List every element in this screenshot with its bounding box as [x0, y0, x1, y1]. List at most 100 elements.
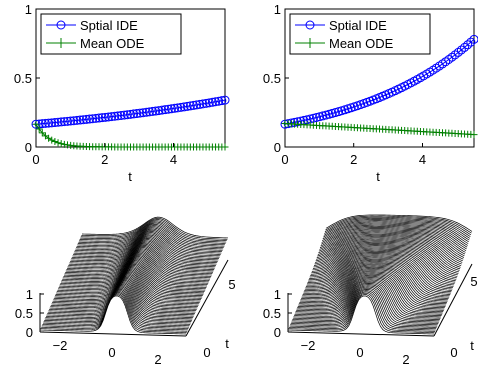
- x-ticks: 0 2 4: [281, 143, 426, 167]
- data-point: [78, 115, 88, 125]
- z-tick-label: 0.5: [15, 306, 33, 321]
- data-point: [132, 109, 142, 119]
- t-axis-label: t: [225, 336, 229, 351]
- data-point: [91, 113, 101, 123]
- data-point: [198, 99, 208, 109]
- y-tick-label: 0.5: [263, 71, 281, 86]
- data-point: [192, 100, 202, 110]
- data-point: [126, 109, 135, 119]
- data-point: [35, 125, 43, 133]
- data-point: [182, 101, 192, 111]
- data-point: [221, 143, 229, 151]
- data-point: [453, 47, 463, 57]
- data-point: [110, 111, 120, 121]
- x-axis-label: t: [128, 169, 132, 184]
- waterfall-lines: [287, 214, 473, 335]
- legend-marker-plus: [56, 38, 66, 48]
- x-axis-line: [287, 331, 435, 337]
- legend-marker-circle: [56, 20, 66, 30]
- data-point: [456, 45, 466, 55]
- data-point: [447, 52, 457, 62]
- series-line: [35, 99, 226, 125]
- top-right-chart: 0 2 4 0 0.5 1 t Sptial IDE Mean ODE: [263, 2, 478, 184]
- data-point: [469, 34, 478, 44]
- data-point: [444, 54, 454, 64]
- legend-marker-circle: [305, 20, 315, 30]
- data-point: [217, 96, 227, 106]
- data-point: [56, 117, 66, 127]
- data-point: [138, 108, 148, 118]
- data-point: [75, 115, 85, 125]
- legend-box: [40, 13, 182, 55]
- x-tick-label: 4: [170, 152, 177, 167]
- data-point: [312, 113, 321, 123]
- x-tick-label: 2: [154, 352, 161, 367]
- x-tick-label: 0: [32, 152, 39, 167]
- data-point: [88, 114, 98, 124]
- x-tick-label: 0: [281, 152, 288, 167]
- z-tick-label: 0: [26, 325, 33, 340]
- z-tick-label: 0.5: [263, 306, 281, 321]
- legend-marker-plus: [305, 38, 315, 48]
- data-point: [450, 50, 460, 60]
- data-point: [220, 95, 230, 105]
- t-tick-label: 0: [203, 345, 210, 360]
- z-tick-label: 1: [274, 287, 281, 302]
- legend: Sptial IDE Mean ODE: [40, 13, 182, 55]
- data-point: [148, 106, 158, 116]
- legend-label: Sptial IDE: [80, 18, 138, 33]
- x-tick-label: 4: [419, 152, 426, 167]
- data-point: [66, 116, 76, 126]
- data-point: [214, 96, 224, 106]
- data-point: [460, 42, 470, 52]
- data-point: [59, 117, 69, 127]
- data-point: [151, 106, 161, 116]
- data-point: [441, 57, 451, 67]
- legend: Sptial IDE Mean ODE: [289, 13, 431, 55]
- data-point: [201, 98, 211, 108]
- t-axis-line: [185, 259, 229, 337]
- y-tick-label: 0.5: [14, 71, 32, 86]
- data-point: [163, 104, 173, 114]
- y-tick-label: 0: [274, 140, 281, 155]
- data-point: [466, 37, 476, 47]
- data-point: [463, 40, 473, 50]
- data-point: [31, 119, 41, 129]
- data-point: [32, 120, 40, 128]
- data-point: [51, 138, 59, 146]
- data-point: [173, 103, 183, 113]
- data-point: [97, 113, 107, 123]
- data-point: [69, 116, 79, 126]
- data-point: [179, 102, 189, 112]
- legend-box: [289, 13, 431, 55]
- x-axis-line: [39, 331, 187, 337]
- data-point: [47, 118, 57, 128]
- data-point: [170, 103, 180, 113]
- data-point: [204, 98, 214, 108]
- t-axis-label: t: [470, 338, 474, 353]
- data-point: [176, 102, 186, 112]
- data-point: [154, 106, 164, 116]
- t-axis-line: [433, 263, 473, 337]
- y-tick-label: 0: [25, 140, 32, 155]
- t-tick-label: 0: [450, 345, 457, 360]
- x-ticks: 0 2 4: [32, 143, 177, 167]
- data-point: [438, 59, 447, 69]
- y-ticks: 0 0.5 1: [263, 2, 289, 155]
- data-point: [207, 97, 217, 107]
- bottom-left-surface: 0 0.5 1 −2 0 2 0 5 t: [15, 216, 236, 367]
- data-point: [166, 104, 176, 114]
- x-tick-label: 2: [402, 352, 409, 367]
- data-point: [141, 107, 151, 117]
- data-point: [116, 110, 126, 120]
- series-group: [31, 95, 230, 151]
- data-point: [135, 108, 145, 118]
- data-point: [38, 129, 46, 137]
- waterfall-lines: [39, 216, 229, 335]
- data-point: [119, 110, 129, 120]
- data-point: [72, 115, 82, 125]
- x-tick-label: 2: [350, 152, 357, 167]
- legend-label: Sptial IDE: [329, 18, 387, 33]
- data-point: [54, 139, 62, 147]
